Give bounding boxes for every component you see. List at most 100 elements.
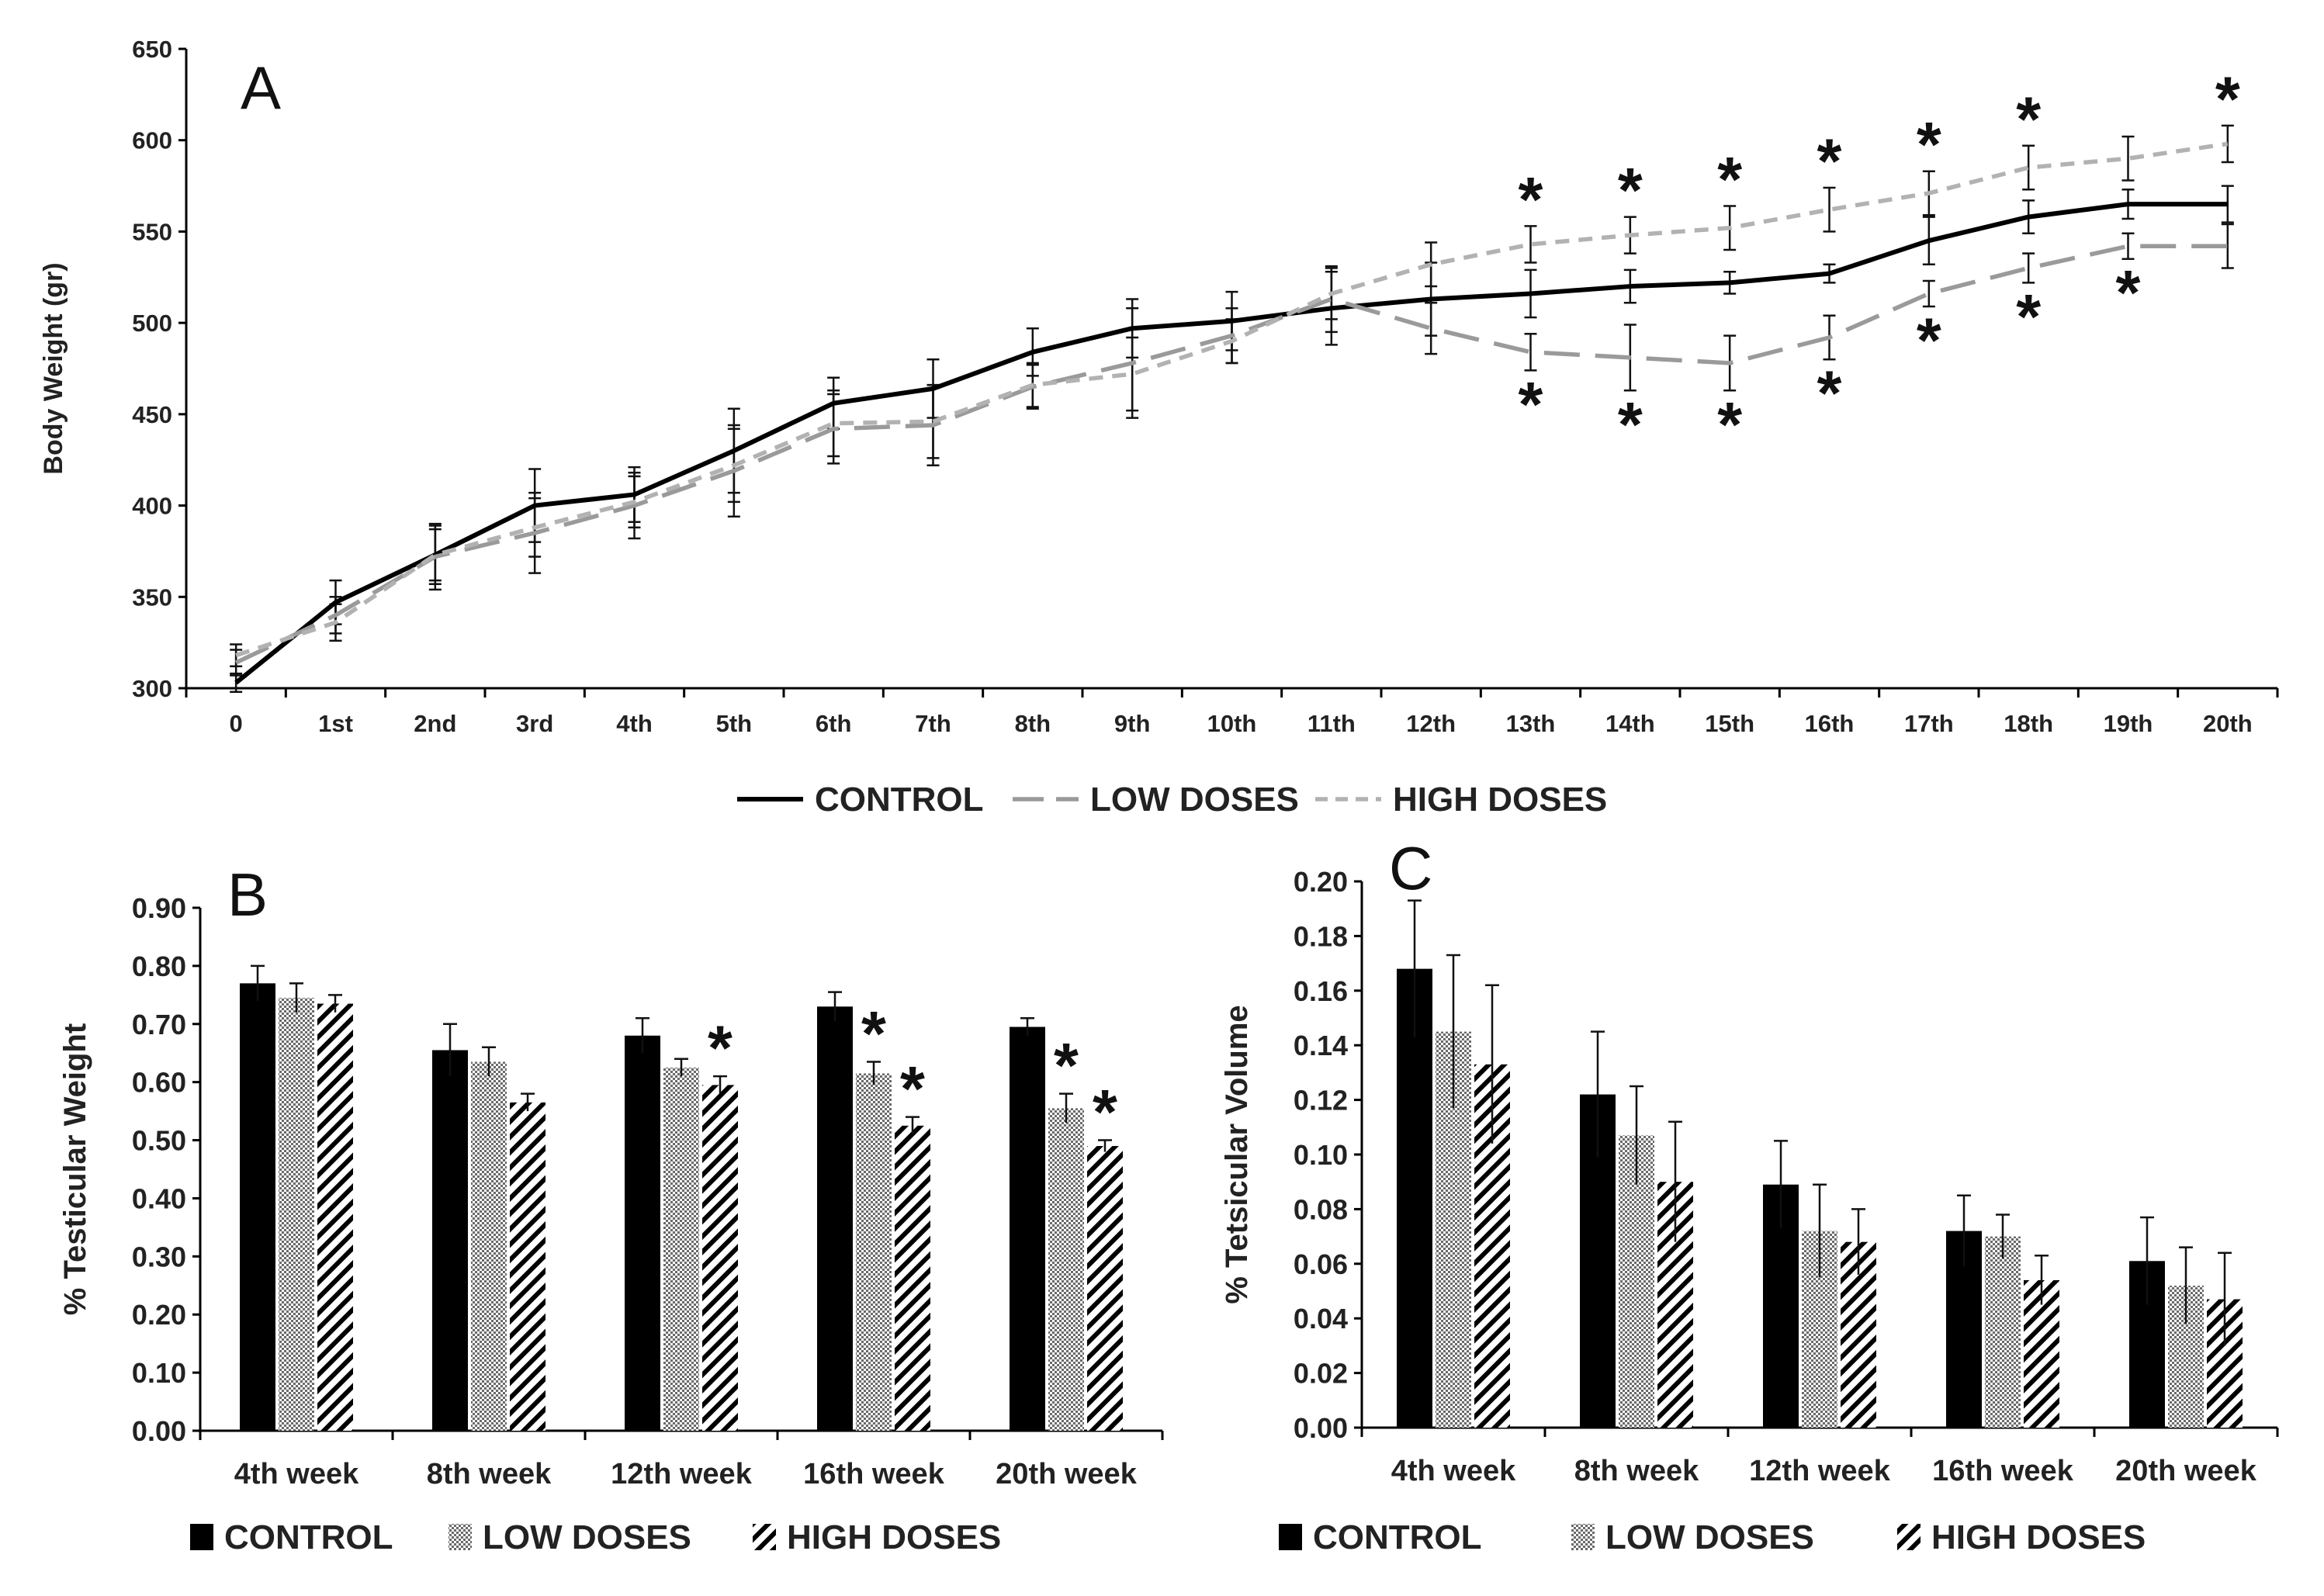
panel-b-y-tick-label: 0.30: [132, 1241, 186, 1272]
panel-c-y-tick-label: 0.14: [1294, 1030, 1348, 1061]
significance-star: *: [708, 1013, 733, 1084]
panel-a-x-tick-label: 20th: [2203, 710, 2253, 737]
legend-label-high-doses: HIGH DOSES: [787, 1518, 1001, 1556]
panel-a-x-tick-label: 10th: [1207, 710, 1257, 737]
bar-low-doses: [856, 1073, 892, 1431]
bar-low-doses: [1048, 1108, 1084, 1431]
significance-star-low: *: [1618, 389, 1643, 460]
panel-c-y-tick-label: 0.06: [1294, 1248, 1348, 1280]
panel-c-y-tick-label: 0.12: [1294, 1085, 1348, 1117]
panel-b-label: B: [227, 860, 268, 929]
panel-a-y-tick-label: 300: [132, 675, 172, 702]
legend-label-low-doses: LOW DOSES: [483, 1518, 691, 1556]
significance-star-high: *: [1817, 126, 1842, 197]
significance-star: *: [861, 999, 886, 1069]
significance-star-high: *: [1917, 110, 1941, 181]
panel-b-x-tick-label: 8th week: [427, 1458, 552, 1490]
panel-a-y-tick-label: 400: [132, 493, 172, 520]
bar-low-doses: [471, 1061, 507, 1431]
bar-high-doses: [1087, 1146, 1123, 1431]
bar-low-doses: [279, 998, 314, 1431]
panel-a-x-tick-label: 13th: [1506, 710, 1556, 737]
bar-low-doses: [663, 1067, 699, 1431]
panel-b-x-tick-label: 20th week: [996, 1458, 1138, 1490]
panel-a-x-tick-label: 16th: [1805, 710, 1855, 737]
bar-control: [1010, 1026, 1045, 1431]
significance-star-low: *: [1917, 306, 1941, 376]
bar-high-doses: [2024, 1279, 2059, 1428]
panel-c-label: C: [1389, 834, 1432, 902]
panel-a-y-tick-label: 550: [132, 218, 172, 245]
panel-b-x-tick-label: 16th week: [803, 1458, 945, 1490]
significance-star: *: [1054, 1031, 1079, 1102]
panel-b-y-tick-label: 0.00: [132, 1415, 186, 1447]
panel-c-y-tick-label: 0.18: [1294, 920, 1348, 952]
legend-label-high-doses: HIGH DOSES: [1931, 1518, 2146, 1556]
panel-a-x-tick-label: 2nd: [414, 710, 456, 737]
panel-b-bar-chart: 0.00 0.10 0.20 0.30 0.40 0.50 0.60 0.70 0.80 0.90…: [58, 860, 1164, 1556]
legend-label-control: CONTROL: [224, 1518, 393, 1556]
panel-a-x-tick-label: 1st: [318, 710, 353, 737]
panel-a-y-tick-label: 450: [132, 401, 172, 428]
panel-b-y-tick-label: 0.80: [132, 950, 186, 982]
panel-a-x-tick-label: 18th: [2004, 710, 2053, 737]
panel-a-x-tick-label: 11th: [1307, 710, 1356, 737]
panel-a-line-chart: 300 350 400 450 500 550 600 650 0 1st 2nd 3rd 4th 5th…: [39, 36, 2279, 819]
bar-control: [1397, 968, 1432, 1428]
panel-c-y-tick-label: 0.02: [1294, 1358, 1348, 1390]
significance-star-low: *: [1717, 389, 1742, 460]
legend-label-high-doses: HIGH DOSES: [1393, 781, 1607, 819]
panel-b-y-tick-label: 0.70: [132, 1009, 186, 1040]
significance-star-low: *: [1817, 358, 1842, 429]
legend-label-low-doses: LOW DOSES: [1090, 781, 1299, 819]
significance-star-high: *: [1618, 156, 1643, 227]
panel-b-x-tick-label: 12th week: [611, 1458, 753, 1490]
legend-label-control: CONTROL: [1313, 1518, 1482, 1556]
panel-a-x-tick-label: 19th: [2104, 710, 2153, 737]
panel-b-y-tick-label: 0.60: [132, 1067, 186, 1099]
panel-c-bar-chart: 0.00 0.02 0.04 0.06 0.08 0.10 0.12 0.14 0.16 0.18…: [1220, 834, 2279, 1556]
panel-a-x-tick-label: 8th: [1015, 710, 1051, 737]
legend-label-control: CONTROL: [815, 781, 984, 819]
panel-a-label: A: [241, 54, 281, 122]
legend-swatch-low-doses: [1571, 1524, 1595, 1550]
panel-a-y-tick-label: 600: [132, 127, 172, 154]
panel-c-y-tick-label: 0.10: [1294, 1139, 1348, 1171]
panel-c-y-tick-label: 0.04: [1294, 1303, 1348, 1335]
panel-c-y-tick-label: 0.16: [1294, 975, 1348, 1007]
significance-star-high: *: [1519, 164, 1543, 235]
significance-star-low: *: [2016, 282, 2041, 352]
legend-label-low-doses: LOW DOSES: [1605, 1518, 1814, 1556]
panel-c-y-axis-title: % Tetsicular Volume: [1220, 1005, 1254, 1303]
panel-a-y-tick-label: 350: [132, 583, 172, 611]
panel-a-x-tick-label: 7th: [915, 710, 951, 737]
series-line-low-doses: [234, 244, 2228, 665]
significance-star: *: [1093, 1078, 1117, 1148]
panel-a-x-tick-label: 12th: [1406, 710, 1456, 737]
bar-control: [817, 1006, 853, 1431]
bar-high-doses: [702, 1085, 738, 1431]
legend-swatch-control: [1279, 1524, 1302, 1550]
legend-swatch-high-doses: [1897, 1524, 1921, 1550]
panel-c-y-tick-label: 0.20: [1294, 866, 1348, 898]
bar-high-doses: [317, 1003, 353, 1431]
panel-a-x-tick-label: 6th: [816, 710, 852, 737]
panel-a-x-tick-label: 14th: [1605, 710, 1655, 737]
panel-b-y-tick-label: 0.90: [132, 892, 186, 924]
panel-a-x-tick-label: 0: [230, 710, 243, 737]
panel-a-y-tick-label: 500: [132, 310, 172, 337]
bar-control: [625, 1035, 660, 1431]
panel-a-x-tick-label: 5th: [716, 710, 753, 737]
bar-high-doses: [895, 1125, 930, 1431]
panel-a-x-tick-label: 3rd: [516, 710, 553, 737]
significance-star: *: [900, 1054, 925, 1125]
significance-star-high: *: [1717, 144, 1742, 215]
panel-c-x-tick-label: 8th week: [1574, 1455, 1699, 1487]
panel-c-y-tick-label: 0.00: [1294, 1412, 1348, 1444]
significance-star-high: *: [2016, 85, 2041, 155]
panel-c-y-tick-label: 0.08: [1294, 1193, 1348, 1225]
panel-a-x-tick-label: 17th: [1904, 710, 1954, 737]
panel-a-x-tick-label: 4th: [616, 710, 653, 737]
panel-a-x-tick-label: 15th: [1705, 710, 1754, 737]
